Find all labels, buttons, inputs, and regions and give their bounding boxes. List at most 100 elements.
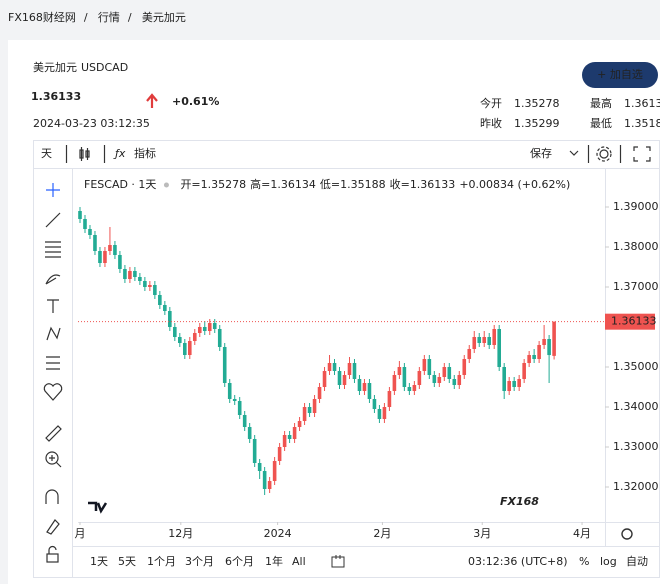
candle-body xyxy=(237,401,242,415)
candle-body xyxy=(187,341,192,355)
legend-item: 1.36133 xyxy=(410,178,456,191)
candle-body xyxy=(247,427,252,439)
candle-body xyxy=(232,399,237,401)
candle-body xyxy=(267,481,272,489)
auto-toggle[interactable]: 自动 xyxy=(626,555,648,568)
legend-item: +0.00834 (+0.62%) xyxy=(459,178,570,191)
candle-body xyxy=(212,323,217,329)
candle-body xyxy=(347,363,352,375)
candle-body xyxy=(407,387,412,391)
legend-item: 收= xyxy=(390,177,410,191)
range-button[interactable]: All xyxy=(292,555,306,568)
range-button[interactable]: 1个月 xyxy=(147,555,176,568)
candle-body xyxy=(98,251,102,263)
candle-body xyxy=(287,435,292,439)
candle-body xyxy=(88,229,92,235)
stat-label: 昨收 xyxy=(480,116,502,130)
candle-body xyxy=(392,375,397,391)
log-toggle[interactable]: log xyxy=(600,555,617,568)
candle-body xyxy=(357,379,362,391)
candle-body xyxy=(337,371,342,385)
candle-body xyxy=(133,271,137,277)
stat-value: 1.35188 xyxy=(624,117,660,130)
range-button[interactable]: 3个月 xyxy=(185,555,214,568)
y-tick-label: 1.35000 xyxy=(613,360,659,373)
breadcrumb-item[interactable]: 行情 xyxy=(98,11,120,24)
candle-body xyxy=(362,383,367,391)
legend-item: 高= xyxy=(250,177,270,191)
candle-body xyxy=(173,327,177,337)
candle-body xyxy=(153,285,157,295)
x-tick-label: 月 xyxy=(74,527,85,540)
breadcrumb-item: 美元加元 xyxy=(142,11,186,24)
range-button[interactable]: 6个月 xyxy=(225,555,254,568)
quote-time: 2024-03-23 03:12:35 xyxy=(33,117,150,130)
price-label-box xyxy=(605,313,655,330)
candle-body xyxy=(128,271,132,279)
range-button[interactable]: 1年 xyxy=(265,554,283,568)
candle-body xyxy=(477,337,482,343)
x-tick-label: 4月 xyxy=(573,527,591,540)
candle-body xyxy=(512,381,516,387)
candle-body xyxy=(327,363,332,371)
candle-body xyxy=(492,329,497,345)
candle-body xyxy=(457,375,462,385)
range-button[interactable]: 1天 xyxy=(90,555,108,568)
candle-body xyxy=(552,321,556,356)
watch-button-label[interactable]: + 加自选 xyxy=(597,68,643,81)
candle-body xyxy=(547,339,551,356)
candle-body xyxy=(307,407,312,413)
candle-body xyxy=(103,251,107,263)
candle-body xyxy=(427,359,432,375)
breadcrumb-sep: / xyxy=(128,11,132,24)
range-button[interactable]: 5天 xyxy=(118,555,136,568)
percent-toggle[interactable]: % xyxy=(579,555,589,568)
stat-value: 1.35299 xyxy=(514,117,560,130)
price-change: +0.61% xyxy=(172,95,219,108)
axis-settings[interactable] xyxy=(621,528,633,540)
candle-body xyxy=(372,399,377,409)
stat-label: 最高 xyxy=(590,96,612,110)
stat-label: 今开 xyxy=(480,96,502,110)
x-tick-label: 12月 xyxy=(168,527,193,540)
footer-time: 03:12:36 (UTC+8) xyxy=(468,555,568,568)
candle-body xyxy=(93,235,97,251)
candle-body xyxy=(138,277,142,281)
legend-symbol: FESCAD · 1天 xyxy=(84,178,156,191)
breadcrumb-item[interactable]: FX168财经网 xyxy=(8,10,76,24)
candle-body xyxy=(342,375,347,385)
candle-body xyxy=(382,407,387,419)
legend-dot xyxy=(163,182,169,188)
watch-button[interactable] xyxy=(582,62,658,88)
breadcrumb-sep: / xyxy=(84,11,88,24)
candle-body xyxy=(113,245,117,255)
candle-body xyxy=(192,333,197,341)
stat-value: 1.35278 xyxy=(514,97,560,110)
y-tick-label: 1.37000 xyxy=(613,280,659,293)
tv-logo xyxy=(88,501,108,514)
interval[interactable]: 天 xyxy=(41,147,52,160)
price-label: 1.36133 xyxy=(611,315,657,328)
stat-label: 最低 xyxy=(590,117,612,130)
candle-body xyxy=(222,347,227,383)
candle-body xyxy=(312,399,317,413)
candle-body xyxy=(277,447,282,461)
y-tick-label: 1.39000 xyxy=(613,200,659,213)
candle-body xyxy=(507,381,511,391)
indicators[interactable]: 指标 xyxy=(134,146,156,160)
candle-body xyxy=(527,355,531,363)
candle-body xyxy=(292,427,297,439)
candle-body xyxy=(437,377,442,383)
candle-body xyxy=(202,327,207,331)
stat-value: 1.36134 xyxy=(624,97,660,110)
candle-body xyxy=(352,363,357,379)
legend-item: 1.35278 xyxy=(201,178,247,191)
candle-body xyxy=(482,337,487,343)
candle-body xyxy=(332,363,337,371)
save[interactable]: 保存 xyxy=(530,146,552,160)
legend-item: 低= xyxy=(320,178,340,191)
candle-body xyxy=(387,391,392,407)
drawing-tools xyxy=(43,183,63,563)
candle-body xyxy=(472,337,477,349)
